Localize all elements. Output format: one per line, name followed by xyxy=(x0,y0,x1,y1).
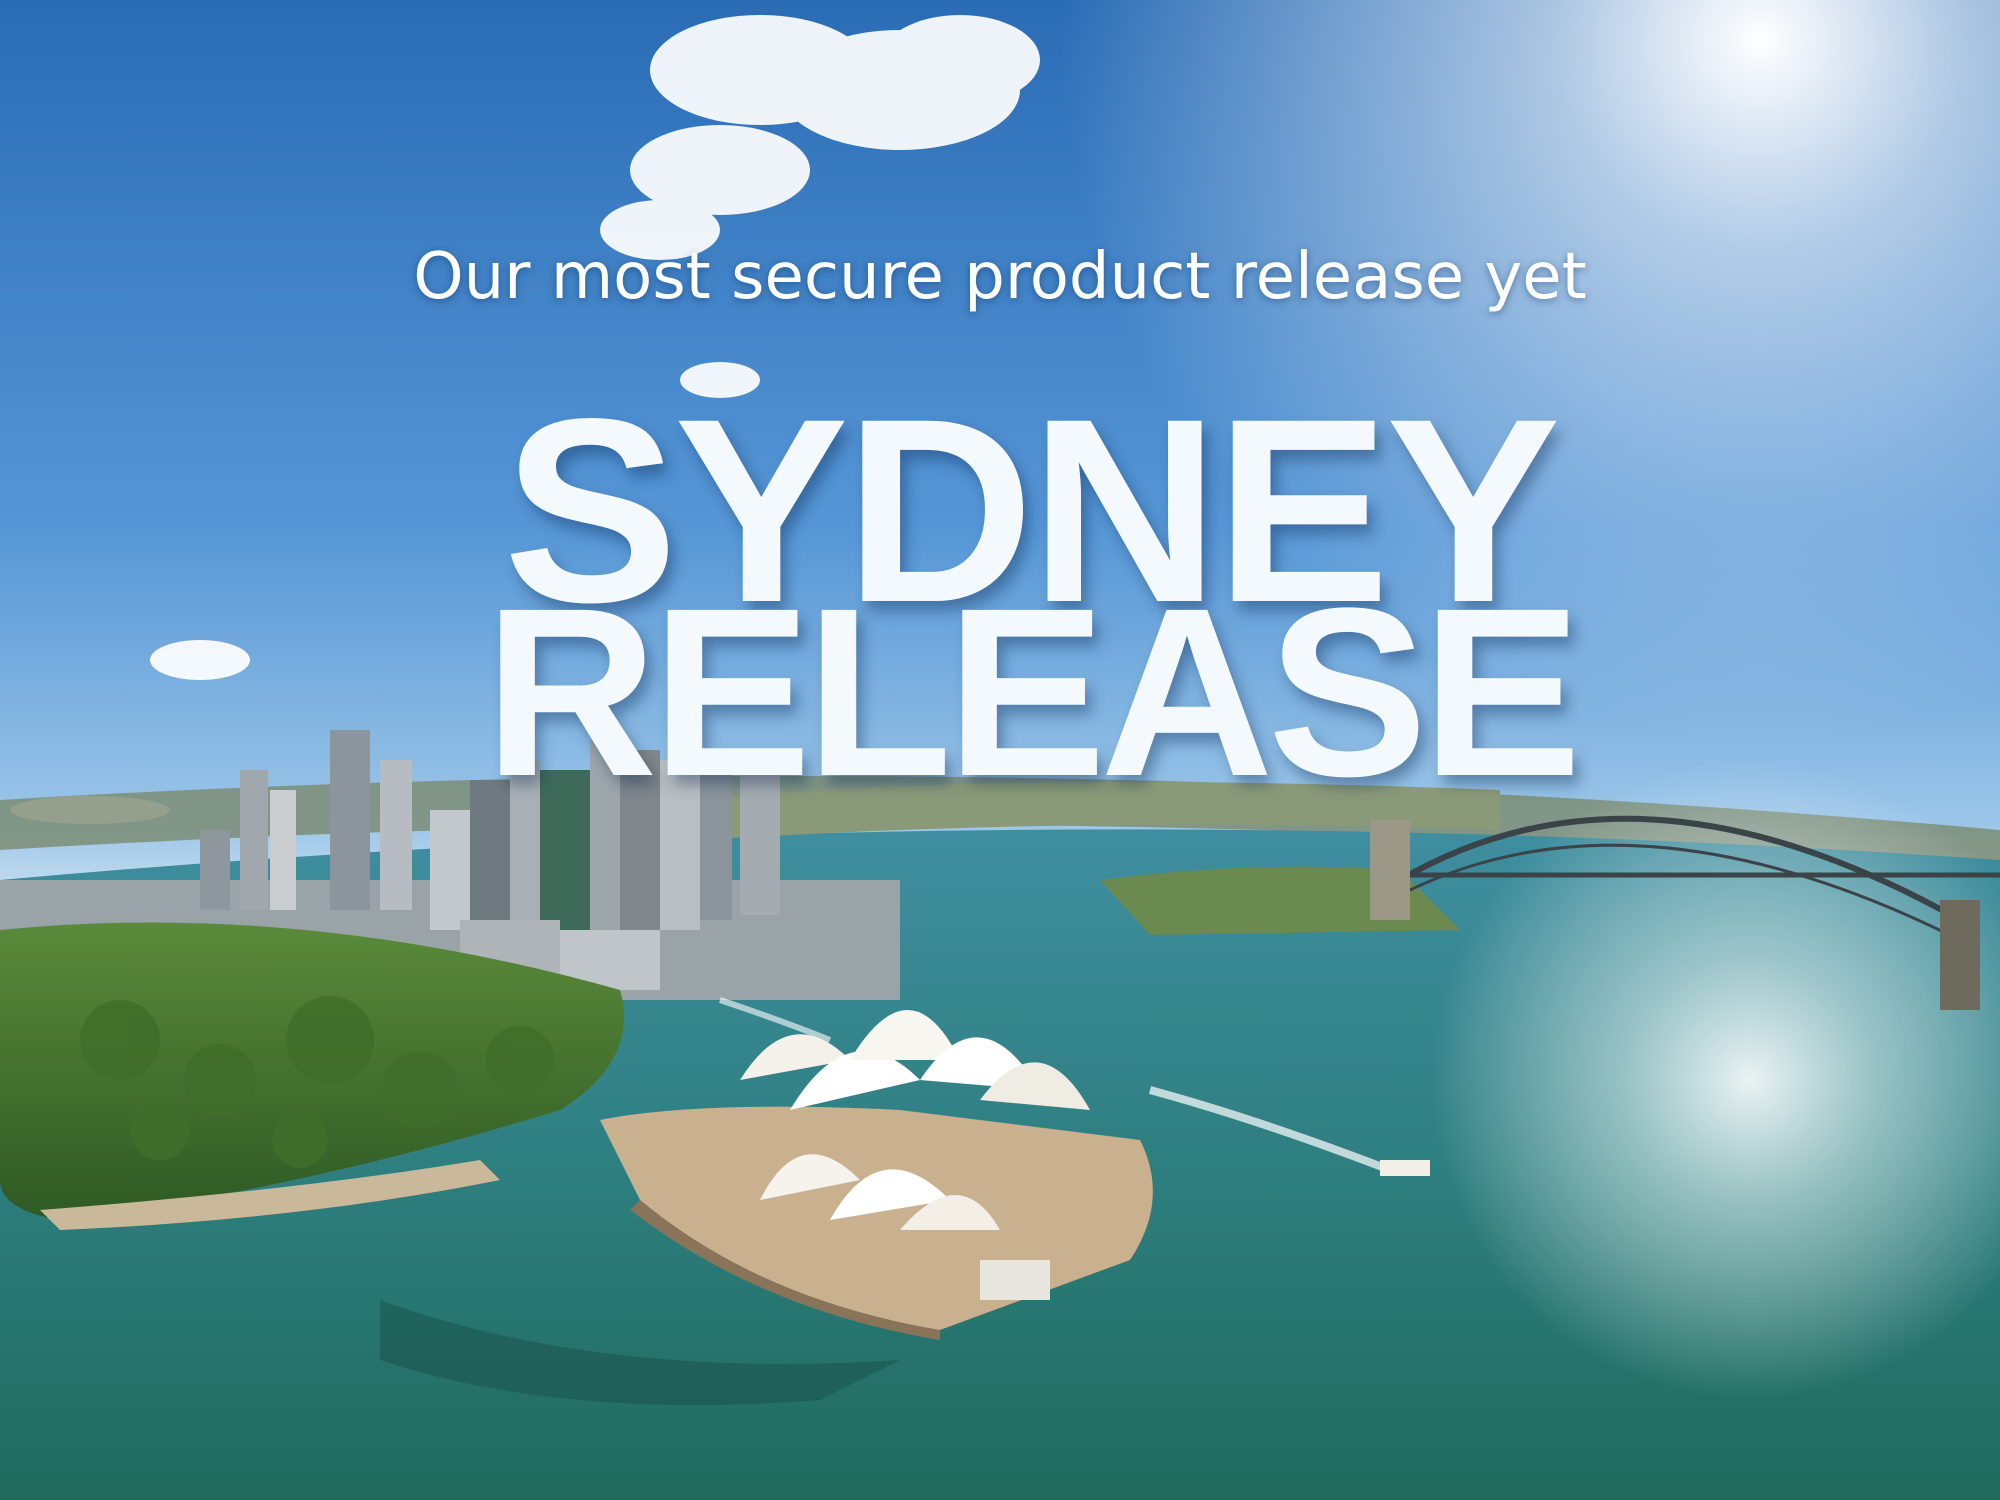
headline-release: RELEASE xyxy=(484,558,1582,826)
opera-house xyxy=(600,1010,1153,1340)
clouds xyxy=(10,15,1040,824)
headline-sydney: SYDNEY xyxy=(503,364,1560,657)
tagline: Our most secure product release yet xyxy=(413,240,1587,314)
harbour-bridge xyxy=(1380,815,2000,942)
